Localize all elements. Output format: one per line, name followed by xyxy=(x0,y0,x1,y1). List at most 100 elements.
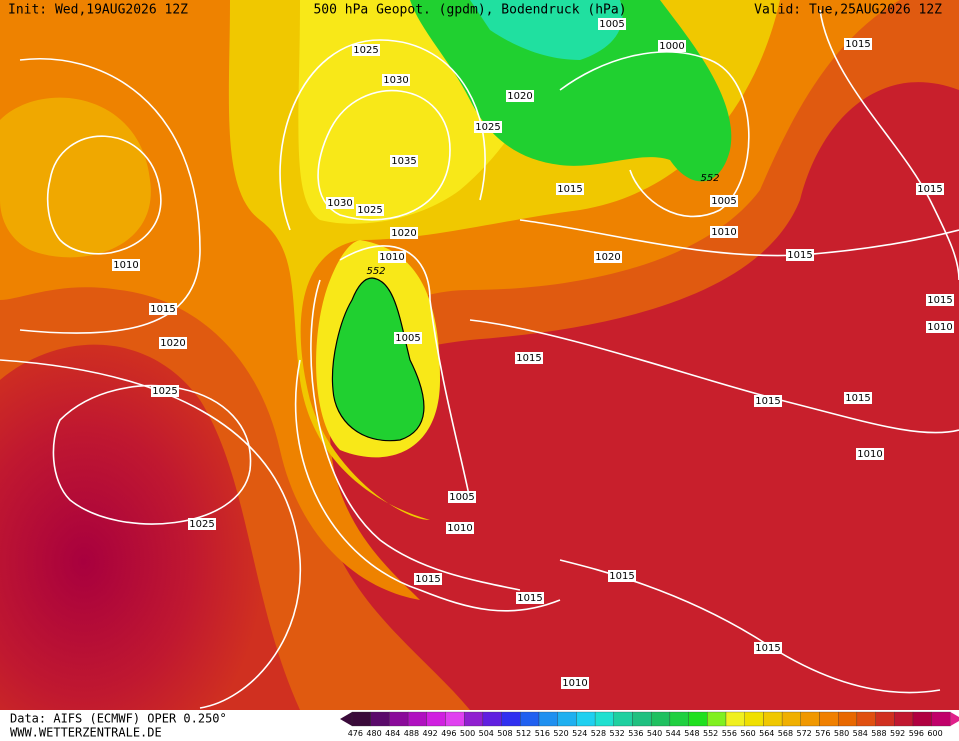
isobar-label-box xyxy=(112,259,140,271)
isobar-label-box xyxy=(515,352,543,364)
valid-time: Valid: Tue,25AUG2026 12Z xyxy=(754,3,942,18)
colorbar-label: 536 xyxy=(628,729,643,738)
colorbar-cell xyxy=(875,711,895,727)
colorbar-label: 488 xyxy=(404,729,419,738)
colorbar-cell xyxy=(669,711,689,727)
isobar-label: 1010 xyxy=(113,260,138,271)
isobar-label-box xyxy=(844,392,872,404)
isobar-label: 1010 xyxy=(927,322,952,333)
isobar-label-box xyxy=(754,395,782,407)
isobar-label-box xyxy=(856,448,884,460)
isobar-label: 1015 xyxy=(845,39,870,50)
isobar-label: 552 xyxy=(700,173,719,184)
colorbar-label: 560 xyxy=(740,729,755,738)
colorbar-cell xyxy=(389,711,409,727)
isobar-label-box xyxy=(506,90,534,102)
isobar-label: 1015 xyxy=(415,574,440,585)
colorbar-cell xyxy=(520,711,540,727)
colorbar-cell xyxy=(819,711,839,727)
isobar-label-box xyxy=(149,303,177,315)
colorbar-end xyxy=(340,712,352,726)
isobar-label: 1010 xyxy=(857,449,882,460)
isobar-label: 1020 xyxy=(391,228,416,239)
isobar-label-box xyxy=(448,491,476,503)
colorbar-cell xyxy=(445,711,465,727)
isobar-label-box xyxy=(710,226,738,238)
site: WWW.WETTERZENTRALE.DE xyxy=(10,726,162,740)
isobar-label: 1015 xyxy=(917,184,942,195)
colorbar-cell xyxy=(538,711,558,727)
isobar-label-box xyxy=(390,227,418,239)
isobar-label: 1010 xyxy=(562,678,587,689)
colorbar-cell xyxy=(464,711,484,727)
isobar-label: 1025 xyxy=(152,386,177,397)
colorbar-cell xyxy=(613,711,633,727)
isobar-label: 1015 xyxy=(845,393,870,404)
isobar-label-box xyxy=(188,518,216,530)
colorbar-label: 516 xyxy=(535,729,550,738)
colorbar-cell xyxy=(894,711,914,727)
isobar-label-box xyxy=(598,18,626,30)
isobar-label: 1010 xyxy=(379,252,404,263)
isobar-label: 1005 xyxy=(449,492,474,503)
init-time: Init: Wed,19AUG2026 12Z xyxy=(8,3,188,18)
footer: Data: AIFS (ECMWF) OPER 0.250° WWW.WETTE… xyxy=(10,712,227,740)
colorbar-cell xyxy=(800,711,820,727)
colorbar: 476 480 484 488 492 496 500 504 508 512 516 520 524 5… xyxy=(340,711,959,738)
isobar-label: 1015 xyxy=(927,295,952,306)
colorbar-cell xyxy=(763,711,783,727)
isobar-label: 1010 xyxy=(447,523,472,534)
colorbar-cell xyxy=(576,711,596,727)
colorbar-label: 588 xyxy=(871,729,886,738)
isobar-label: 1025 xyxy=(189,519,214,530)
isobar-label-box xyxy=(159,337,187,349)
isobar-label-box xyxy=(356,204,384,216)
colorbar-cell xyxy=(370,711,390,727)
isobar-label-box xyxy=(378,251,406,263)
colorbar-cell xyxy=(838,711,858,727)
colorbar-label: 524 xyxy=(572,729,587,738)
colorbar-label: 504 xyxy=(479,729,494,738)
colorbar-cell xyxy=(426,711,446,727)
colorbar-cell xyxy=(351,711,371,727)
isobar-label-box xyxy=(474,121,502,133)
isobar-label: 1020 xyxy=(595,252,620,263)
colorbar-label: 564 xyxy=(759,729,774,738)
colorbar-cell xyxy=(688,711,708,727)
colorbar-label: 512 xyxy=(516,729,531,738)
colorbar-cell xyxy=(557,711,577,727)
colorbar-label: 496 xyxy=(441,729,456,738)
isobar-label-box xyxy=(446,522,474,534)
isobar-label-box xyxy=(658,40,686,52)
isobar-label: 1015 xyxy=(755,643,780,654)
isobar-label: 1000 xyxy=(659,41,684,52)
colorbar-label: 492 xyxy=(423,729,438,738)
colorbar-label: 528 xyxy=(591,729,606,738)
colorbar-cell xyxy=(501,711,521,727)
colorbar-label: 532 xyxy=(610,729,625,738)
colorbar-label: 480 xyxy=(366,729,381,738)
isobar-label: 1015 xyxy=(516,353,541,364)
colorbar-cell xyxy=(781,711,801,727)
header: Init: Wed,19AUG2026 12Z 500 hPa Geopot. … xyxy=(8,3,942,18)
isobar-label: 1020 xyxy=(507,91,532,102)
map-title: 500 hPa Geopot. (gpdm), Bodendruck (hPa) xyxy=(313,3,626,18)
isobar-label: 1015 xyxy=(787,250,812,261)
colorbar-label: 572 xyxy=(797,729,812,738)
isobar-label-box xyxy=(926,321,954,333)
isobar-label: 1005 xyxy=(395,333,420,344)
colorbar-cell xyxy=(912,711,932,727)
colorbar-cell xyxy=(594,711,614,727)
isobar-label: 1035 xyxy=(391,156,416,167)
colorbar-label: 596 xyxy=(909,729,924,738)
data-source: Data: AIFS (ECMWF) OPER 0.250° xyxy=(10,712,227,726)
colorbar-cell xyxy=(482,711,502,727)
colorbar-cell xyxy=(856,711,876,727)
colorbar-label: 484 xyxy=(385,729,400,738)
isobar-label: 1025 xyxy=(357,205,382,216)
colorbar-cell xyxy=(931,711,951,727)
isobar-label: 1015 xyxy=(755,396,780,407)
isobar-label-box xyxy=(556,183,584,195)
colorbar-cell xyxy=(707,711,727,727)
